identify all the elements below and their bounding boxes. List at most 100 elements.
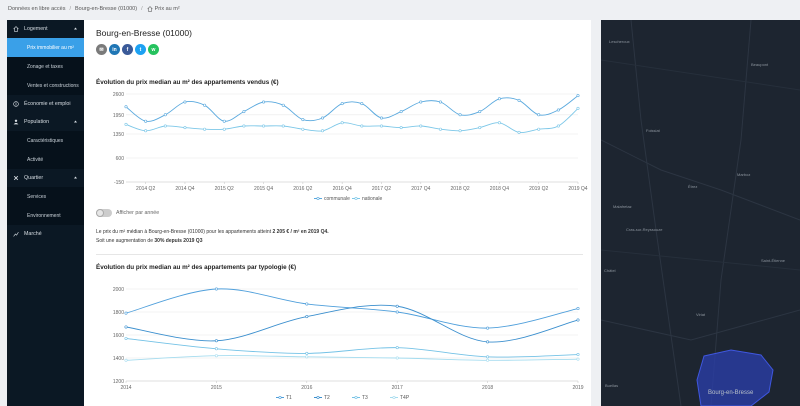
data-point-communale [222,119,226,123]
x-tick-label: 2016 Q4 [333,186,352,192]
map-label: Foissiat [646,128,660,133]
data-point-nationale [458,129,462,133]
x-tick-label: 2015 [211,385,222,391]
x-tick-label: 2019 Q4 [568,186,587,192]
chevron-up-icon [74,27,77,30]
data-point-T3 [576,353,580,357]
data-point-nationale [262,124,266,128]
data-point-nationale [379,124,383,128]
data-point-nationale [517,130,521,134]
data-point-T1 [214,287,218,291]
data-point-nationale [124,122,128,126]
legend-label: T4P [400,395,410,401]
data-point-communale [458,113,462,117]
whatsapp-icon: w [151,46,156,53]
legend-label: T3 [362,395,368,401]
summary-line2-value: 30% depuis 2019 Q3 [154,238,203,244]
summary-text: Le prix du m² médian à Bourg-en-Bresse (… [96,228,329,246]
x-tick-label: 2019 Q2 [529,186,548,192]
facebook-share-button[interactable]: f [122,44,133,55]
summary-line1-prefix: Le prix du m² médian à Bourg-en-Bresse (… [96,229,273,235]
map-label: Lescheroux [609,39,630,44]
sidebar-item-environnement[interactable]: Environnement [7,206,84,225]
data-point-nationale [144,129,148,133]
series-line-T2 [125,304,579,343]
data-point-nationale [497,121,501,125]
legend-label: T2 [324,395,330,401]
y-tick-label: 2000 [113,287,124,293]
toggle-by-year[interactable]: Afficher par année [96,209,159,217]
x-tick-label: 2015 Q4 [254,186,273,192]
facebook-icon: f [126,46,129,53]
y-tick-label: 1600 [113,333,124,339]
data-point-T1 [486,326,490,330]
data-point-T1 [395,310,399,314]
linkedin-share-button[interactable]: in [109,44,120,55]
sidebar-item-activite[interactable]: Activité [7,150,84,169]
twitter-share-button[interactable]: t [135,44,146,55]
data-point-communale [340,102,344,106]
breadcrumb-item-current: Prix au m² [154,6,180,12]
email-share-button[interactable]: ✉ [96,44,107,55]
legend-marker [278,396,282,400]
y-tick-label: 1350 [113,132,124,138]
data-point-communale [203,103,207,107]
data-point-nationale [399,126,403,130]
data-point-communale [438,100,442,104]
sidebar-item-services[interactable]: Services [7,187,84,206]
map-label: Cras-sur-Reyssouze [626,227,663,232]
x-tick-label: 2017 Q2 [372,186,391,192]
data-point-communale [301,118,305,122]
sidebar-item-prix-immobilier[interactable]: Prix immobilier au m² [7,38,84,57]
chevron-up-icon [74,120,77,123]
y-tick-label: 600 [116,156,125,162]
breadcrumb: Données en libre accès / Bourg-en-Bresse… [0,0,800,18]
x-tick-label: 2014 Q4 [175,186,194,192]
map-label: Buellas [605,383,619,388]
x-tick-label: 2017 [392,385,403,391]
legend-marker [316,396,320,400]
data-point-T3 [395,346,399,350]
sidebar-section-economie[interactable]: Économie et emploi [7,95,84,113]
data-point-communale [497,97,501,101]
x-tick-label: 2015 Q2 [215,186,234,192]
data-point-communale [556,108,560,112]
map[interactable]: Lescheroux Beaupont Foissiat Marboz Étre… [601,20,800,406]
divider [96,254,583,255]
data-point-T3 [124,336,128,340]
sidebar-section-marche[interactable]: Marché [7,225,84,243]
data-point-communale [262,100,266,104]
data-point-T4P [305,355,309,359]
legend-marker [392,396,396,400]
data-point-communale [517,98,521,102]
sidebar-item-caracteristiques[interactable]: Caractéristiques [7,131,84,150]
toggle-switch[interactable] [96,209,112,217]
data-point-nationale [203,127,207,131]
linkedin-icon: in [112,46,117,53]
series-line-T4P [125,355,579,361]
toggle-knob [96,209,104,217]
sidebar-item-ventes[interactable]: Ventes et constructions [7,76,84,95]
breadcrumb-item-open-data[interactable]: Données en libre accès [8,6,66,12]
x-tick-label: 2018 Q2 [450,186,469,192]
data-point-T4P [486,358,490,362]
data-point-nationale [576,106,580,110]
data-point-nationale [537,127,541,131]
sidebar-section-logement[interactable]: Logement [7,20,84,38]
breadcrumb-separator: / [141,6,143,12]
home-icon [13,26,19,32]
y-tick-label: 1800 [113,310,124,316]
series-line-T3 [125,338,579,358]
x-tick-label: 2016 [301,385,312,391]
data-point-communale [321,116,325,120]
sidebar-item-zonage[interactable]: Zonage et taxes [7,57,84,76]
data-point-T1 [576,307,580,311]
breadcrumb-separator: / [69,6,72,12]
whatsapp-share-button[interactable]: w [148,44,159,55]
chart2-price-by-typology: 1200 1400 1600 1800 2000 2014 2015 2016 2017 2018… [113,287,584,401]
sidebar-section-population[interactable]: Population [7,113,84,131]
bourg-en-bresse-boundary [696,349,774,406]
breadcrumb-item-city[interactable]: Bourg-en-Bresse (01000) [75,6,138,12]
data-point-T4P [576,357,580,361]
sidebar-section-quartier[interactable]: Quartier [7,169,84,187]
